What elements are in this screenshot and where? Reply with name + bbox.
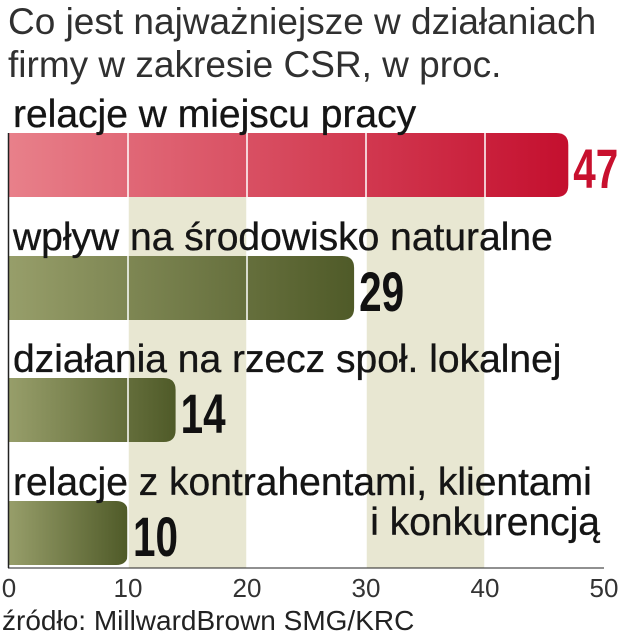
- x-tick-label: 0: [2, 573, 16, 603]
- axes: [7, 133, 604, 569]
- grid-lines: [127, 133, 486, 568]
- category-labels: relacje w miejscu pracy wpływ na środowis…: [12, 93, 603, 544]
- category-label: relacje z kontrahentami, klientami i kon…: [13, 461, 603, 544]
- x-tick-label: 30: [352, 573, 381, 603]
- category-label: działania na rzecz społ. lokalnej: [13, 338, 561, 381]
- bar: [9, 133, 569, 197]
- source-note: źródło: MillwardBrown SMG/KRC: [2, 605, 414, 636]
- category-label: wpływ na środowisko naturalne: [12, 216, 553, 259]
- value-label: 47: [573, 137, 618, 200]
- value-label: 29: [359, 260, 404, 323]
- chart-title-line-1: Co jest najważniejsze w działaniach: [8, 1, 596, 42]
- value-label: 10: [133, 505, 178, 568]
- x-tick-label: 50: [590, 573, 619, 603]
- x-tick-label: 40: [471, 573, 500, 603]
- bar: [9, 256, 355, 320]
- grid-bands: [128, 133, 485, 568]
- grid-band: [366, 133, 485, 568]
- chart-title-line-2: firmy w zakresie CSR, w proc.: [8, 44, 501, 85]
- grid-band: [128, 133, 247, 568]
- bar: [9, 378, 176, 442]
- x-tick-label: 20: [233, 573, 262, 603]
- x-tick-label: 10: [114, 573, 143, 603]
- value-label: 14: [181, 382, 226, 445]
- bars: [9, 133, 569, 565]
- bar: [9, 501, 128, 565]
- category-label: relacje w miejscu pracy: [13, 93, 417, 136]
- x-tick-labels: 0 10 20 30 40 50: [2, 573, 619, 603]
